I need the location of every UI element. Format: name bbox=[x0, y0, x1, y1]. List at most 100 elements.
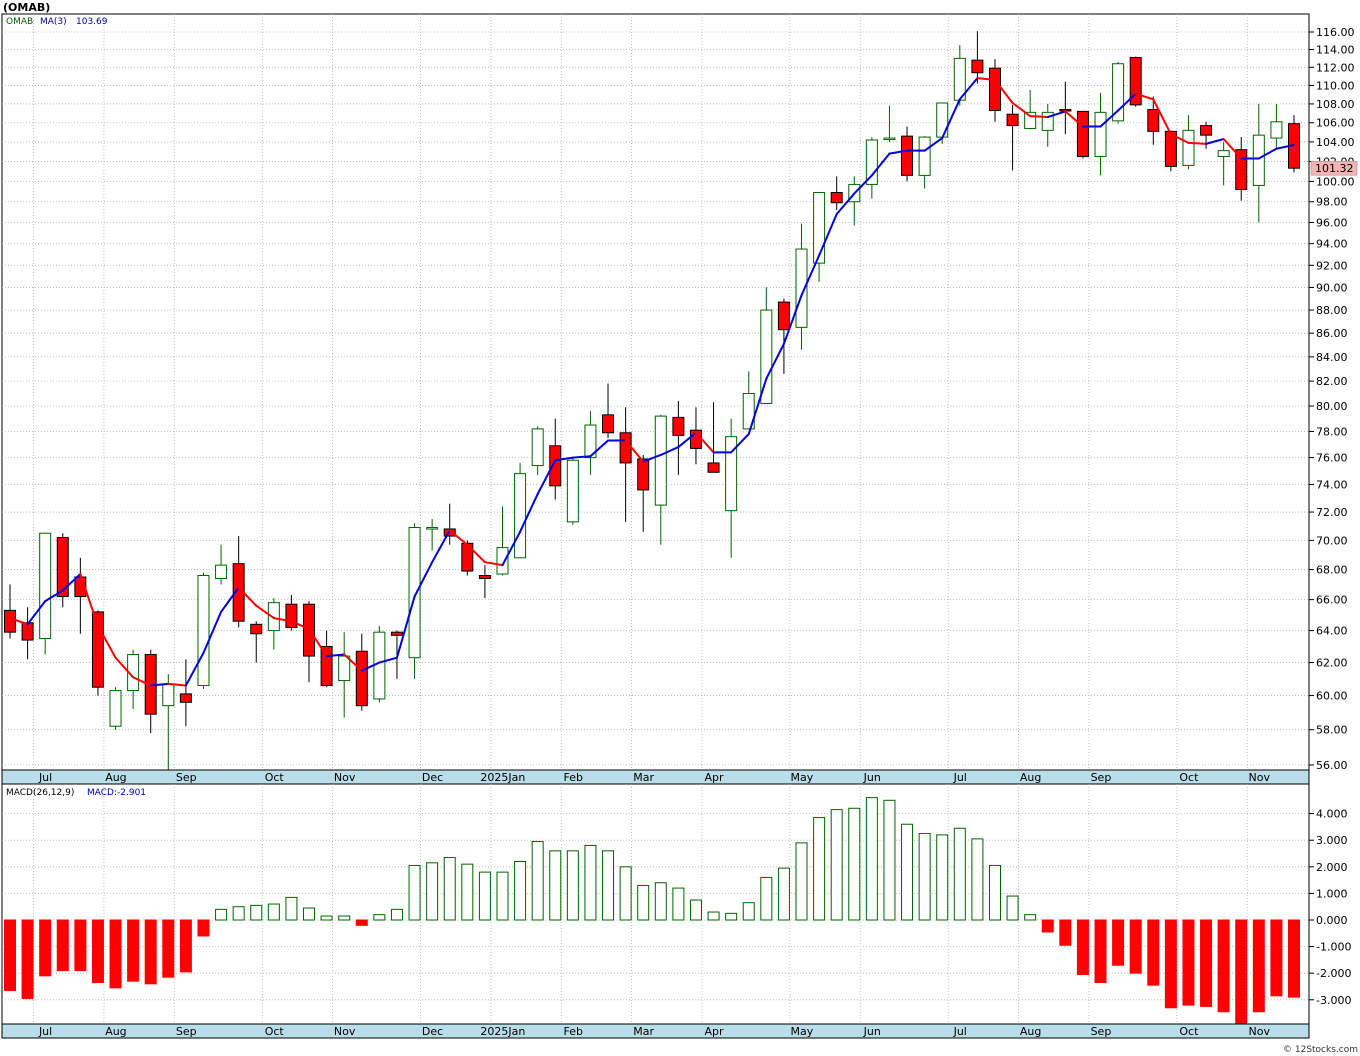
candle-body-up bbox=[514, 473, 527, 559]
ma3-segment bbox=[184, 651, 205, 687]
ma3-segment bbox=[888, 149, 909, 155]
macd-bar-negative bbox=[1129, 919, 1142, 974]
macd-bar-negative bbox=[1288, 919, 1300, 998]
macd-bar-positive bbox=[918, 833, 931, 921]
candle bbox=[109, 687, 122, 730]
macd-bar-negative bbox=[1252, 919, 1265, 1013]
candle-body-up bbox=[813, 192, 826, 264]
candle-body-down bbox=[1200, 125, 1213, 136]
ma3-segment bbox=[1169, 133, 1190, 144]
candle-body-up bbox=[725, 436, 738, 512]
price-x-label: Oct bbox=[1179, 771, 1199, 784]
macd-gridlines bbox=[2, 813, 1309, 1001]
candle-body-down bbox=[91, 611, 104, 688]
candle bbox=[250, 621, 263, 663]
candle-body-down bbox=[549, 445, 562, 487]
macd-x-label: Jul bbox=[38, 1025, 52, 1038]
price-x-label: 2025Jan bbox=[480, 771, 525, 784]
price-panel bbox=[1, 13, 1310, 771]
candle bbox=[1252, 103, 1265, 223]
candle-body-down bbox=[830, 192, 843, 204]
macd-bar-negative bbox=[1059, 919, 1072, 946]
last-price-label: 101.32 bbox=[1315, 162, 1354, 175]
macd-bar-negative bbox=[74, 919, 87, 972]
candle-body-up bbox=[1041, 111, 1054, 131]
candle bbox=[760, 287, 773, 404]
macd-x-axis-strip bbox=[1, 1023, 1310, 1039]
macd-legend-label: MACD(26,12,9) bbox=[6, 788, 74, 798]
candle bbox=[813, 192, 826, 282]
ma3-segment bbox=[624, 439, 645, 463]
ma3-segment bbox=[1257, 147, 1278, 160]
ma3-segment bbox=[1099, 109, 1120, 128]
macd-bar-positive bbox=[637, 884, 650, 921]
candle bbox=[461, 540, 474, 576]
price-y-tick-label: 80.00 bbox=[1316, 400, 1348, 413]
price-x-axis: Jul Aug Sep Oct Nov Dec 2025Jan Feb Mar Apr May Jun… bbox=[38, 771, 1271, 784]
macd-x-label: Jun bbox=[863, 1025, 881, 1038]
price-x-label: Sep bbox=[1091, 771, 1112, 784]
macd-bar-negative bbox=[91, 919, 104, 984]
candle bbox=[584, 411, 597, 475]
macd-bar-positive bbox=[971, 838, 984, 921]
candle bbox=[1076, 110, 1089, 159]
macd-bar-negative bbox=[1076, 919, 1089, 976]
ma3-segment bbox=[308, 628, 328, 658]
price-y-tick-label: 84.00 bbox=[1316, 351, 1348, 364]
candle bbox=[215, 544, 228, 585]
candle bbox=[478, 565, 491, 599]
macd-bar-positive bbox=[813, 817, 826, 921]
candle-body-up bbox=[109, 690, 122, 727]
ma3-segment bbox=[694, 431, 715, 454]
ma3-segment bbox=[747, 377, 768, 436]
macd-y-tick-label: 3.000 bbox=[1316, 834, 1348, 847]
macd-x-label: Sep bbox=[176, 1025, 197, 1038]
macd-bar-positive bbox=[760, 876, 773, 921]
price-y-tick-label: 74.00 bbox=[1316, 478, 1348, 491]
candle bbox=[320, 630, 333, 688]
ma3-segment bbox=[96, 624, 117, 659]
candle bbox=[426, 519, 439, 551]
macd-bar-negative bbox=[1041, 919, 1054, 933]
candle-body-down bbox=[443, 528, 456, 537]
candle bbox=[971, 31, 984, 84]
candle-body-down bbox=[637, 458, 650, 491]
candle-body-down bbox=[1006, 113, 1019, 127]
ma3-segment bbox=[44, 589, 64, 603]
candle-body-down bbox=[901, 135, 914, 176]
last-price-marker: 101.32 bbox=[1310, 160, 1358, 176]
price-x-axis-strip bbox=[1, 769, 1310, 785]
candle bbox=[39, 532, 52, 655]
candle-body-down bbox=[1147, 109, 1160, 132]
candle bbox=[197, 572, 210, 689]
ma3-segment bbox=[1134, 92, 1155, 101]
candle bbox=[408, 523, 421, 679]
candle bbox=[1270, 103, 1283, 150]
price-x-label: Oct bbox=[265, 771, 285, 784]
ma3-segment bbox=[554, 456, 574, 462]
ma3-segment bbox=[1187, 141, 1208, 145]
price-x-label: Dec bbox=[422, 771, 443, 784]
macd-y-tick-label: 4.000 bbox=[1316, 808, 1348, 821]
ma3-segment bbox=[255, 604, 275, 620]
macd-bar-positive bbox=[478, 871, 491, 921]
candle-body-up bbox=[496, 547, 509, 575]
candle bbox=[830, 176, 843, 210]
ma3-segment bbox=[800, 254, 821, 297]
price-x-label: Mar bbox=[633, 771, 654, 784]
ma3-segment bbox=[325, 653, 346, 658]
candle-body-down bbox=[707, 462, 720, 473]
candle bbox=[1235, 137, 1248, 201]
ma3-segment bbox=[1275, 143, 1295, 150]
price-x-label: Nov bbox=[1248, 771, 1270, 784]
ma3-segment bbox=[835, 192, 856, 216]
ma3-segment bbox=[1046, 110, 1067, 119]
ma3-segment bbox=[993, 78, 1014, 104]
macd-bar-negative bbox=[162, 919, 175, 978]
macd-bar-negative bbox=[197, 919, 210, 937]
candle bbox=[566, 457, 579, 525]
macd-x-label: May bbox=[791, 1025, 814, 1038]
price-x-label: May bbox=[791, 771, 814, 784]
price-y-tick-label: 64.00 bbox=[1316, 625, 1348, 638]
